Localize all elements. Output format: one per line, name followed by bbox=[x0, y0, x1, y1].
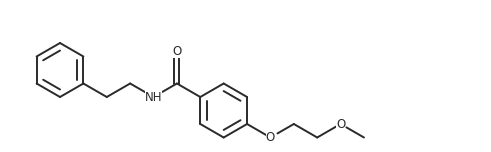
Text: O: O bbox=[266, 131, 275, 144]
Text: NH: NH bbox=[145, 90, 163, 104]
Text: O: O bbox=[336, 117, 345, 131]
Text: O: O bbox=[172, 45, 182, 58]
